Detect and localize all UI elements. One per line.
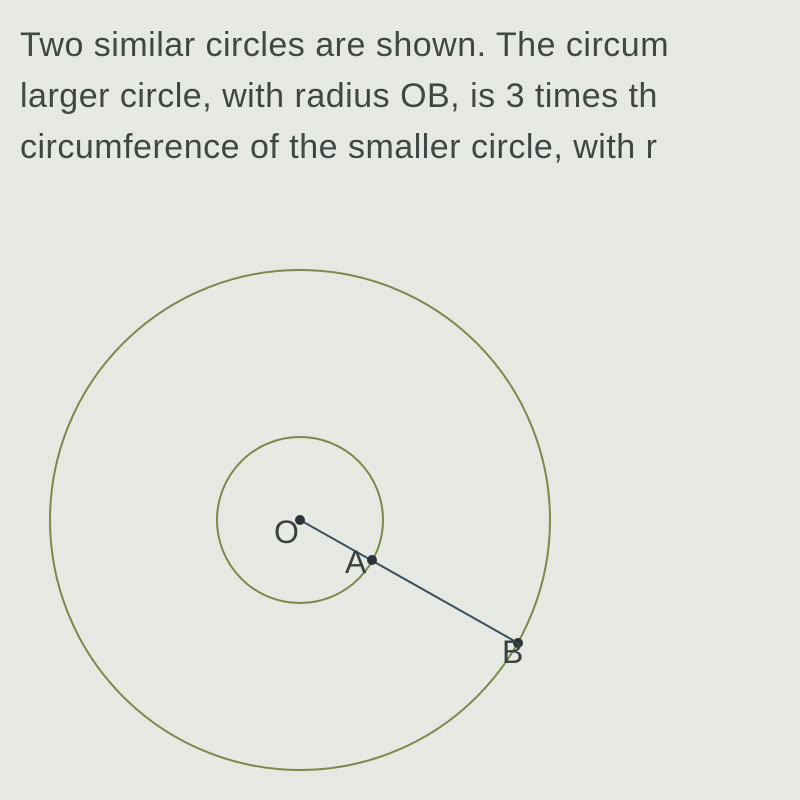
text-line-3: circumference of the smaller circle, wit… (20, 122, 800, 173)
diagram-svg (20, 230, 580, 790)
circle-diagram: O A B (20, 230, 580, 790)
point-A (367, 555, 377, 565)
problem-statement: Two similar circles are shown. The circu… (0, 0, 800, 173)
label-O: O (274, 514, 299, 551)
label-B: B (502, 634, 523, 671)
text-line-2: larger circle, with radius OB, is 3 time… (20, 71, 800, 122)
text-line-1: Two similar circles are shown. The circu… (20, 20, 800, 71)
label-A: A (345, 544, 366, 581)
radius-line-OB (300, 520, 518, 643)
